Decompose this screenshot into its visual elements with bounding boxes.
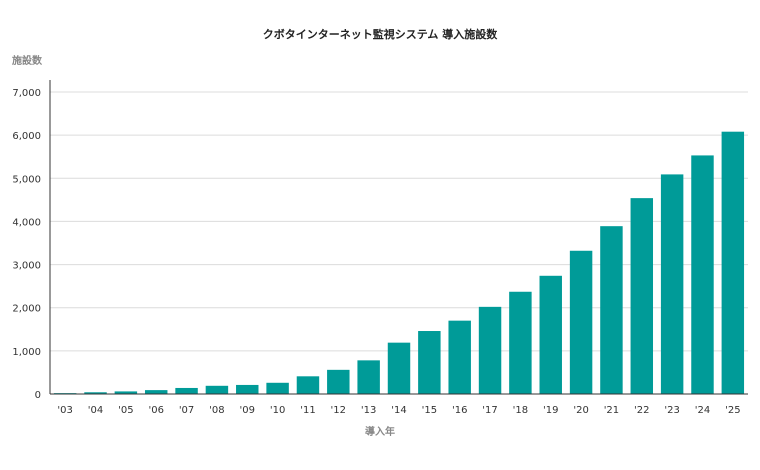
bar (448, 320, 471, 394)
y-axis-ticks: 0 1,000 2,000 3,000 4,000 5,000 6,000 7,000 (12, 88, 41, 401)
x-tick-label: '16 (452, 405, 467, 416)
bar (660, 174, 684, 394)
bar (539, 275, 562, 394)
bar (205, 385, 229, 394)
x-tick-label: '25 (725, 405, 740, 416)
x-tick-label: '03 (57, 405, 72, 416)
y-tick-label: 3,000 (12, 261, 41, 272)
x-tick-label: '20 (573, 405, 588, 416)
bar (691, 155, 714, 394)
bar (175, 387, 198, 394)
x-tick-label: '04 (88, 405, 103, 416)
bar (387, 342, 411, 394)
x-tick-label: '12 (331, 405, 346, 416)
x-tick-label: '10 (270, 405, 285, 416)
x-tick-label: '11 (300, 405, 315, 416)
x-tick-label: '22 (634, 405, 649, 416)
y-tick-label: 5,000 (12, 174, 41, 185)
x-tick-label: '06 (148, 405, 163, 416)
x-tick-label: '18 (513, 405, 528, 416)
bar (327, 369, 350, 394)
y-tick-label: 4,000 (12, 217, 41, 228)
bar (630, 198, 654, 394)
bar (357, 360, 380, 394)
chart-title: クボタインターネット監視システム 導入施設数 (263, 27, 498, 41)
x-axis-label: 導入年 (365, 425, 395, 438)
x-axis-ticks: '03 '04 '05 '06 '07 '08 '09 '10 '11 '12 '13 '14 '15 '… (57, 405, 740, 416)
bar (418, 331, 441, 394)
y-tick-label: 0 (35, 390, 41, 401)
y-tick-label: 6,000 (12, 131, 41, 142)
bar (236, 384, 259, 394)
x-tick-label: '14 (391, 405, 406, 416)
x-tick-label: '07 (179, 405, 194, 416)
bar (509, 291, 532, 394)
bar (721, 131, 745, 395)
x-tick-label: '19 (543, 405, 558, 416)
x-tick-label: '08 (209, 405, 224, 416)
bars (53, 131, 745, 395)
x-tick-label: '05 (118, 405, 133, 416)
bar (478, 306, 502, 394)
bar (600, 226, 623, 394)
bar (84, 392, 107, 394)
gridlines (50, 91, 748, 352)
x-tick-label: '24 (695, 405, 710, 416)
bar (569, 250, 593, 394)
bar (144, 390, 168, 394)
x-tick-label: '09 (240, 405, 255, 416)
x-tick-label: '23 (664, 405, 679, 416)
y-axis-label: 施設数 (12, 54, 43, 67)
bar (114, 391, 138, 394)
y-tick-label: 2,000 (12, 304, 41, 315)
x-tick-label: '13 (361, 405, 376, 416)
y-tick-label: 7,000 (12, 88, 41, 99)
y-tick-label: 1,000 (12, 347, 41, 358)
bar (296, 376, 320, 394)
x-tick-label: '17 (482, 405, 497, 416)
bar (266, 382, 289, 394)
x-tick-label: '15 (422, 405, 437, 416)
x-tick-label: '21 (604, 405, 619, 416)
